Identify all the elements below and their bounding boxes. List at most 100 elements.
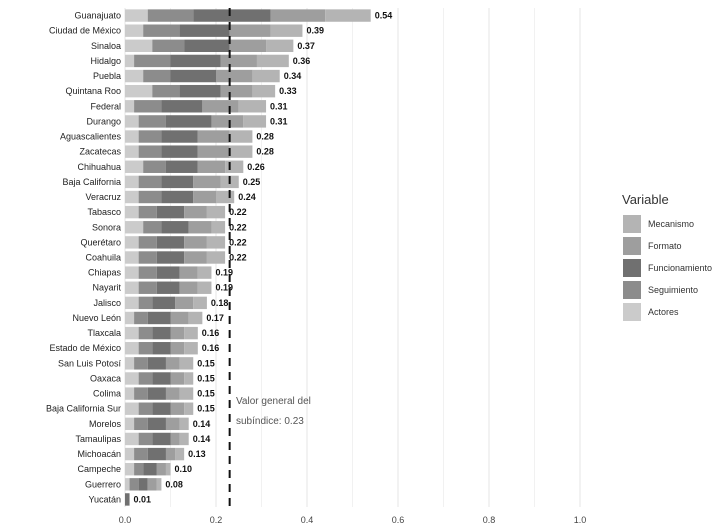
bar-segment <box>216 190 235 204</box>
category-label: Baja California <box>62 177 121 187</box>
bar-segment <box>134 447 148 461</box>
bar-segment <box>138 478 148 491</box>
legend: Variable Mecanismo Formato Funcionamiento S… <box>622 192 712 323</box>
bar-segment <box>125 478 130 491</box>
bar-segment <box>197 145 230 158</box>
value-label: 0.15 <box>197 389 215 399</box>
bar-segment <box>152 372 171 385</box>
bar-segment <box>206 205 226 219</box>
bar-segment <box>125 311 135 325</box>
value-label: 0.17 <box>206 313 224 323</box>
value-label: 0.16 <box>202 328 220 338</box>
category-label: Guanajuato <box>74 11 121 21</box>
category-label: Coahuila <box>85 253 121 263</box>
bar-segment <box>266 39 294 53</box>
bar-segment <box>125 221 144 234</box>
bar-segment <box>138 432 153 446</box>
bar-segment <box>170 69 216 83</box>
bar-segment <box>125 54 135 68</box>
bar-segment <box>256 54 289 68</box>
bars <box>125 9 371 506</box>
category-label: Durango <box>86 116 121 126</box>
bar-segment <box>147 9 194 22</box>
bar-segment <box>184 402 194 415</box>
bar-segment <box>125 417 135 431</box>
category-label: Tamaulipas <box>75 434 121 444</box>
bar-segment <box>161 145 198 158</box>
bar-segment <box>147 417 166 431</box>
bar-segment <box>125 493 130 506</box>
bar-segment <box>143 462 157 476</box>
category-label: Zacatecas <box>79 147 121 157</box>
bar-segment <box>125 251 139 264</box>
value-label: 0.19 <box>215 283 233 293</box>
value-label: 0.37 <box>297 41 315 51</box>
bar-segment <box>138 251 157 264</box>
bar-segment <box>229 39 267 53</box>
bar-segment <box>152 432 171 446</box>
value-label: 0.39 <box>306 26 324 36</box>
bar-segment <box>197 130 230 143</box>
bar-segment <box>161 190 194 204</box>
category-label: Sinaloa <box>91 41 121 51</box>
category-label: Hidalgo <box>90 56 121 66</box>
category-label: Colima <box>93 389 121 399</box>
value-label: 0.25 <box>243 177 261 187</box>
legend-swatch <box>622 258 642 278</box>
bar-segment <box>138 342 153 355</box>
category-label: Jalisco <box>93 298 121 308</box>
value-label: 0.19 <box>215 268 233 278</box>
bar-segment <box>156 236 185 249</box>
value-label: 0.22 <box>229 253 247 263</box>
category-label: Federal <box>90 101 121 111</box>
category-label: Nuevo León <box>72 313 121 323</box>
value-label: 0.33 <box>279 86 297 96</box>
value-label: 0.15 <box>197 373 215 383</box>
bar-segment <box>143 221 162 234</box>
bar-segment <box>138 266 157 279</box>
bar-segment <box>179 24 230 37</box>
x-tick-label: 0.0 <box>119 515 132 525</box>
value-label: 0.36 <box>293 56 311 66</box>
bar-segment <box>125 357 135 370</box>
bar-segment <box>156 281 180 294</box>
bar-segment <box>225 160 244 173</box>
category-label: Sonora <box>92 222 121 232</box>
bar-segment <box>179 357 194 370</box>
bar-segment <box>129 478 139 491</box>
bar-segment <box>197 281 212 294</box>
bar-segment <box>125 372 139 385</box>
bar-segment <box>134 54 171 68</box>
bar-segment <box>138 236 157 249</box>
bar-segment <box>125 9 148 22</box>
bar-segment <box>152 84 180 98</box>
bar-segment <box>229 130 253 143</box>
bar-segment <box>147 447 166 461</box>
legend-item: Mecanismo <box>622 213 712 235</box>
x-tick-label: 0.2 <box>210 515 223 525</box>
bar-segment <box>175 296 194 310</box>
bar-segment <box>125 205 139 219</box>
value-label: 0.22 <box>229 237 247 247</box>
bar-segment <box>125 296 139 310</box>
bar-segment <box>125 39 153 53</box>
bar-segment <box>138 205 157 219</box>
value-label: 0.22 <box>229 207 247 217</box>
bar-segment <box>147 357 166 370</box>
bar-segment <box>170 326 185 340</box>
bar-segment <box>125 115 139 128</box>
bar-segment <box>138 326 153 340</box>
bar-segment <box>156 462 166 476</box>
value-label: 0.26 <box>247 162 265 172</box>
bar-segment <box>170 402 185 415</box>
category-label: Yucatán <box>88 494 121 504</box>
bar-segment <box>125 24 144 37</box>
category-label: Puebla <box>93 71 121 81</box>
bar-segment <box>197 266 212 279</box>
annotation: Valor general del subíndice: 0.23 <box>236 396 311 427</box>
bar-segment <box>125 326 139 340</box>
bar-segment <box>206 236 226 249</box>
bar-segment <box>165 357 180 370</box>
category-label: Campeche <box>77 464 121 474</box>
